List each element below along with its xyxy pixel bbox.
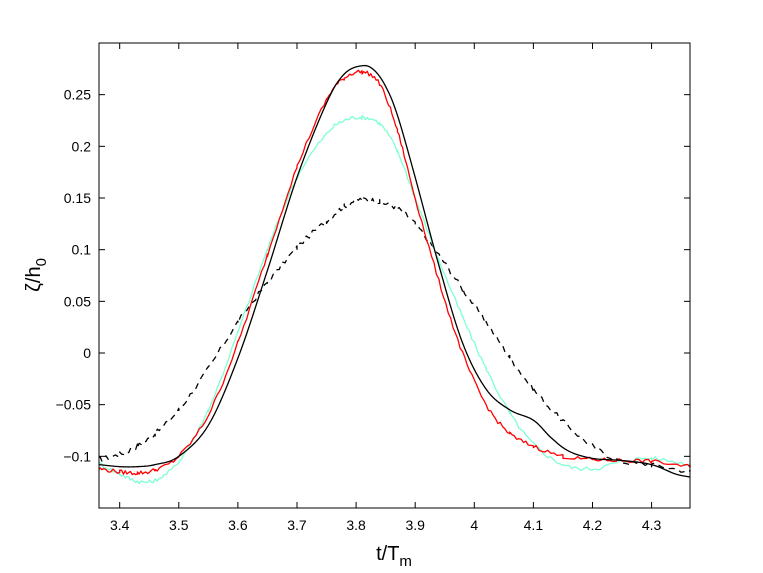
x-tick-label: 4.1 xyxy=(524,517,544,533)
series-line-1 xyxy=(98,196,691,473)
plot-frame xyxy=(98,42,691,509)
y-tick-label: 0.15 xyxy=(64,190,91,206)
y-axis-label-sub: 0 xyxy=(33,258,50,266)
x-tick-label: 3.9 xyxy=(405,517,425,533)
x-axis-label-main: t/T xyxy=(376,543,399,565)
series-layer xyxy=(98,64,691,485)
y-tick-label: 0.2 xyxy=(72,138,92,154)
x-tick-label: 4 xyxy=(470,517,478,533)
ticks-layer: 3.4 3.5 3.6 3.7 3.8 3.9 4 4.1 4.2 4.3 −0.1 −0.05 0 0.… xyxy=(56,43,690,533)
x-axis-label-sub: m xyxy=(399,553,412,570)
y-tick-label: 0 xyxy=(83,345,91,361)
plot-area xyxy=(99,43,690,508)
x-tick-label: 3.5 xyxy=(169,517,189,533)
series-line-4 xyxy=(98,64,691,478)
x-tick-label: 4.3 xyxy=(642,517,662,533)
x-tick-label: 3.4 xyxy=(110,517,130,533)
x-tick-label: 3.6 xyxy=(228,517,248,533)
x-tick-label: 3.7 xyxy=(287,517,307,533)
x-tick-label: 4.2 xyxy=(583,517,603,533)
y-tick-label: 0.25 xyxy=(64,87,91,103)
y-tick-label: 0.05 xyxy=(64,293,91,309)
x-tick-label: 3.8 xyxy=(346,517,366,533)
y-tick-label: −0.05 xyxy=(56,397,92,413)
x-axis-label: t/Tm xyxy=(376,543,412,570)
y-axis-label-main: ζ/h xyxy=(23,266,45,292)
series-line-2 xyxy=(98,114,691,485)
y-axis-label: ζ/h0 xyxy=(23,258,50,292)
y-tick-label: 0.1 xyxy=(72,242,92,258)
y-tick-label: −0.1 xyxy=(63,448,91,464)
